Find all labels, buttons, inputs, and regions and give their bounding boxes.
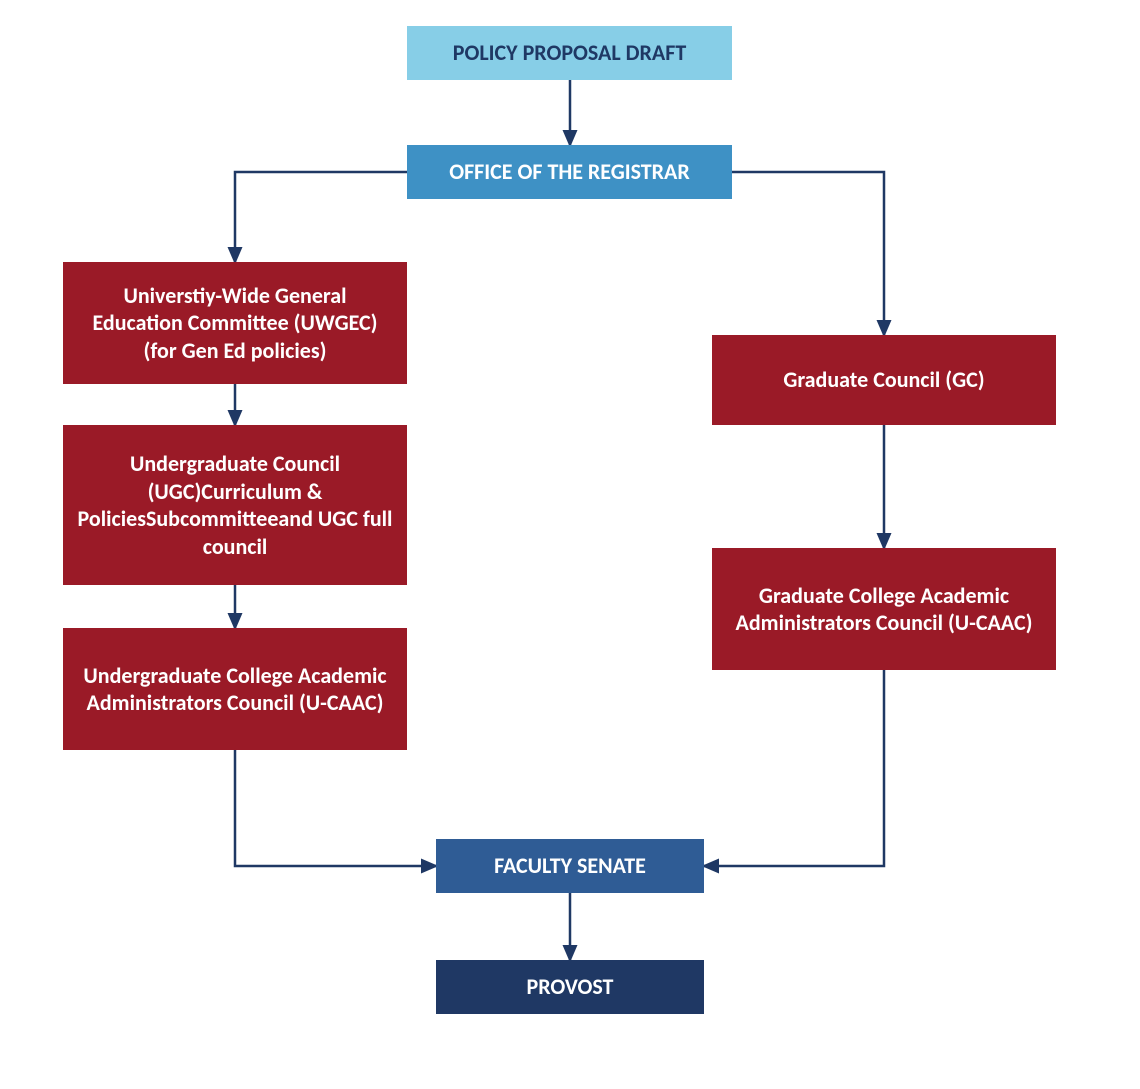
node-ucaac-undergrad: Undergraduate College Academic Administr… (63, 628, 407, 750)
node-ucaac-grad: Graduate College Academic Administrators… (712, 548, 1056, 670)
edge (235, 172, 407, 262)
node-label: Graduate College Academic Administrators… (726, 582, 1042, 637)
node-label: Graduate Council (GC) (783, 366, 984, 394)
edge (704, 670, 884, 866)
node-graduate-council: Graduate Council (GC) (712, 335, 1056, 425)
node-registrar: OFFICE OF THE REGISTRAR (407, 145, 732, 199)
edge (235, 750, 436, 866)
node-label: FACULTY SENATE (494, 852, 646, 880)
node-policy-proposal: POLICY PROPOSAL DRAFT (407, 26, 732, 80)
node-label: PROVOST (527, 973, 614, 1001)
node-faculty-senate: FACULTY SENATE (436, 839, 704, 893)
edge (732, 172, 884, 335)
flowchart-canvas: POLICY PROPOSAL DRAFT OFFICE OF THE REGI… (0, 0, 1140, 1089)
node-uwgec: Universtiy-Wide General Education Commit… (63, 262, 407, 384)
node-label: POLICY PROPOSAL DRAFT (453, 39, 686, 67)
node-ugc: Undergraduate Council (UGC)Curriculum & … (63, 425, 407, 585)
node-label: Universtiy-Wide General Education Commit… (77, 282, 393, 365)
node-label: Undergraduate College Academic Administr… (77, 662, 393, 717)
node-provost: PROVOST (436, 960, 704, 1014)
node-label: OFFICE OF THE REGISTRAR (449, 158, 690, 186)
node-label: Undergraduate Council (UGC)Curriculum & … (77, 450, 393, 560)
